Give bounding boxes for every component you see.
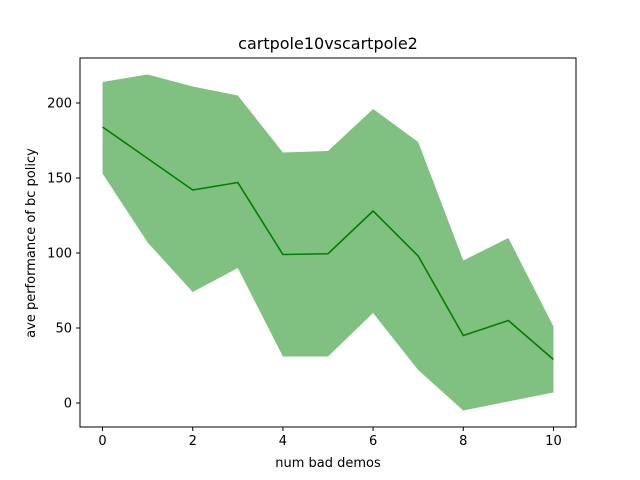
x-tick-label: 2 — [189, 434, 197, 449]
plot-area — [102, 74, 554, 411]
chart-title: cartpole10vscartpole2 — [238, 34, 418, 53]
x-tick-label: 0 — [98, 434, 106, 449]
x-tick-label: 8 — [459, 434, 467, 449]
x-axis: 0 2 4 6 8 10 — [98, 427, 562, 449]
x-tick-label: 10 — [545, 434, 562, 449]
y-tick-label: 100 — [47, 247, 72, 262]
x-tick-label: 4 — [279, 434, 287, 449]
y-axis: 0 50 100 150 200 — [47, 97, 80, 412]
y-tick-label: 0 — [64, 397, 72, 412]
x-tick-label: 6 — [369, 434, 377, 449]
y-axis-label: ave performance of bc policy — [24, 148, 39, 338]
y-tick-label: 50 — [55, 322, 72, 337]
series-0-line — [102, 126, 554, 361]
series-0-band — [102, 74, 554, 411]
axes-frame — [79, 57, 577, 428]
x-axis-label: num bad demos — [275, 456, 381, 471]
y-tick-label: 200 — [47, 97, 72, 112]
y-tick-label: 150 — [47, 172, 72, 187]
